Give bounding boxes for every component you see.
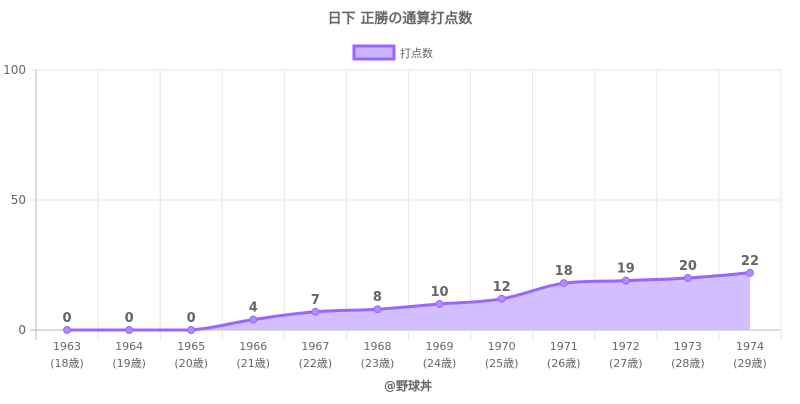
series-line xyxy=(67,271,751,332)
data-label: 10 xyxy=(430,285,448,300)
x-tick-label: 1966 xyxy=(239,340,267,353)
x-tick-sublabel: (19歳) xyxy=(112,357,146,370)
y-tick-label: 100 xyxy=(3,63,26,77)
data-label: 12 xyxy=(493,280,511,295)
x-tick-label: 1974 xyxy=(736,340,764,353)
x-tick-sublabel: (28歳) xyxy=(671,357,705,370)
data-label: 0 xyxy=(63,311,72,326)
data-label: 19 xyxy=(617,262,635,277)
x-tick-label: 1963 xyxy=(53,340,81,353)
series-area xyxy=(67,272,750,330)
data-point xyxy=(63,326,72,334)
data-point xyxy=(187,326,196,334)
y-tick-label: 50 xyxy=(11,193,26,207)
data-point xyxy=(559,279,568,288)
x-tick-sublabel: (22歳) xyxy=(299,357,333,370)
data-label: 4 xyxy=(249,301,258,316)
x-tick-label: 1967 xyxy=(301,340,329,353)
data-label: 0 xyxy=(125,311,134,326)
data-label: 22 xyxy=(741,254,759,269)
y-tick-label: 0 xyxy=(18,323,26,337)
x-tick-sublabel: (18歳) xyxy=(50,357,84,370)
x-tick-sublabel: (24歳) xyxy=(423,357,457,370)
data-point xyxy=(621,276,630,285)
data-point xyxy=(249,315,258,324)
x-tick-sublabel: (25歳) xyxy=(485,357,519,370)
x-tick-label: 1971 xyxy=(550,340,578,353)
x-tick-label: 1969 xyxy=(426,340,454,353)
data-point xyxy=(311,307,320,316)
legend-label: 打点数 xyxy=(400,46,433,60)
x-tick-sublabel: (27歳) xyxy=(609,357,643,370)
x-tick-sublabel: (20歳) xyxy=(174,357,208,370)
data-label: 20 xyxy=(679,259,697,274)
data-label: 0 xyxy=(187,311,196,326)
legend-swatch xyxy=(352,44,396,61)
footer-credit: @野球丼 xyxy=(384,378,432,393)
data-point xyxy=(125,326,134,334)
x-tick-label: 1964 xyxy=(115,340,143,353)
data-point xyxy=(373,305,382,314)
x-tick-label: 1973 xyxy=(674,340,702,353)
data-point xyxy=(683,274,692,282)
x-tick-label: 1965 xyxy=(177,340,205,353)
data-point xyxy=(745,268,754,277)
x-tick-label: 1968 xyxy=(363,340,391,353)
data-point xyxy=(497,294,506,303)
x-tick-label: 1970 xyxy=(488,340,516,353)
x-tick-sublabel: (21歳) xyxy=(236,357,270,370)
data-label: 18 xyxy=(555,264,573,279)
x-tick-label: 1972 xyxy=(612,340,640,353)
x-tick-sublabel: (23歳) xyxy=(361,357,395,370)
data-label: 7 xyxy=(311,293,320,308)
x-tick-sublabel: (26歳) xyxy=(547,357,581,370)
data-label: 8 xyxy=(373,290,382,305)
data-point xyxy=(435,300,444,308)
x-tick-sublabel: (29歳) xyxy=(733,357,767,370)
chart-title: 日下 正勝の通算打点数 xyxy=(328,10,474,27)
